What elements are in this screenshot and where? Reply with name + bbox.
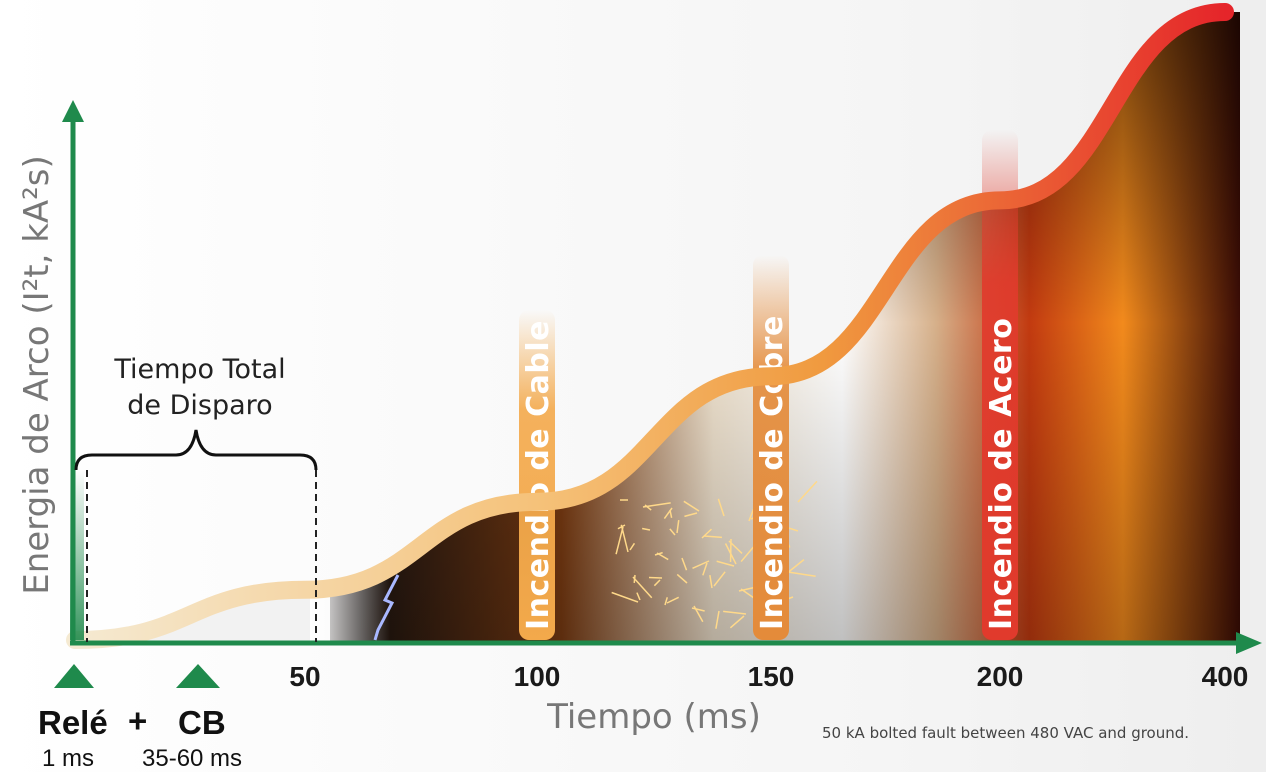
cb-time: 35-60 ms xyxy=(142,745,242,772)
spark xyxy=(636,592,641,601)
spark xyxy=(701,528,713,539)
spark xyxy=(709,575,713,589)
spark xyxy=(703,535,723,539)
spark xyxy=(663,507,673,519)
threshold-band-label: Incendio de Acero xyxy=(984,318,1019,630)
relay-marker-triangle xyxy=(54,664,94,688)
bracket-label-line1: Tiempo Total xyxy=(113,354,285,385)
threshold-band: Incendio de Cobre xyxy=(753,255,790,640)
lightning-bolt xyxy=(373,574,400,641)
cb-marker-triangle xyxy=(176,664,220,688)
x-tick-label: 100 xyxy=(514,661,561,692)
spark xyxy=(723,610,747,615)
spark xyxy=(797,480,818,503)
threshold-band-bar xyxy=(519,310,555,640)
spark xyxy=(691,607,705,612)
spark xyxy=(669,509,673,518)
marker-plus: + xyxy=(128,702,147,739)
relay-time: 1 ms xyxy=(42,745,94,772)
spark xyxy=(787,571,816,578)
spark xyxy=(676,573,688,584)
spark xyxy=(669,528,676,536)
spark xyxy=(683,500,700,512)
spark xyxy=(666,596,680,604)
trip-markers: Relé + CB 1 ms 35-60 ms xyxy=(38,664,242,772)
x-tick-label: 400 xyxy=(1202,661,1249,692)
threshold-band-label: Incendio de Cobre xyxy=(755,315,790,630)
x-tick-label: 50 xyxy=(289,661,320,692)
spark xyxy=(620,524,629,553)
spark xyxy=(615,526,624,555)
cb-label: CB xyxy=(178,704,226,741)
spark xyxy=(654,551,663,556)
spark xyxy=(642,527,651,531)
spark xyxy=(713,571,726,587)
x-tick-label: 200 xyxy=(977,661,1024,692)
spark xyxy=(676,520,680,534)
x-axis-title: Tiempo (ms) xyxy=(546,697,761,737)
spark xyxy=(724,543,737,565)
spark xyxy=(729,615,745,629)
spark xyxy=(681,557,688,571)
relay-label: Relé xyxy=(38,704,108,741)
y-axis-title: Energia de Arco (I²t, kA²s) xyxy=(17,155,57,595)
spark xyxy=(692,560,710,569)
y-axis-arrow xyxy=(62,100,84,122)
spark xyxy=(611,591,639,603)
threshold-band: Incendio de Cable xyxy=(519,310,556,640)
threshold-band-bar xyxy=(753,255,789,640)
spark xyxy=(653,579,661,587)
spark xyxy=(702,562,708,576)
spark xyxy=(664,597,668,606)
energy-curve xyxy=(66,3,1234,649)
threshold-band-bar xyxy=(982,130,1018,640)
bracket-brace xyxy=(74,429,318,471)
bracket-label-line2: de Disparo xyxy=(127,390,272,421)
spark xyxy=(728,540,743,554)
spark xyxy=(684,512,698,518)
threshold-band-label: Incendio de Cable xyxy=(521,320,556,630)
total-trip-bracket: Tiempo Total de Disparo xyxy=(74,354,318,642)
spark xyxy=(715,610,720,629)
spark xyxy=(632,576,653,599)
spark xyxy=(629,542,636,551)
spark xyxy=(716,560,735,567)
x-tick-label: 150 xyxy=(748,661,795,692)
threshold-band: Incendio de Acero xyxy=(982,130,1019,640)
spark xyxy=(717,498,725,517)
footnote: 50 kA bolted fault between 480 VAC and g… xyxy=(822,724,1189,742)
x-axis-arrow xyxy=(1236,632,1262,654)
spark xyxy=(642,502,671,508)
